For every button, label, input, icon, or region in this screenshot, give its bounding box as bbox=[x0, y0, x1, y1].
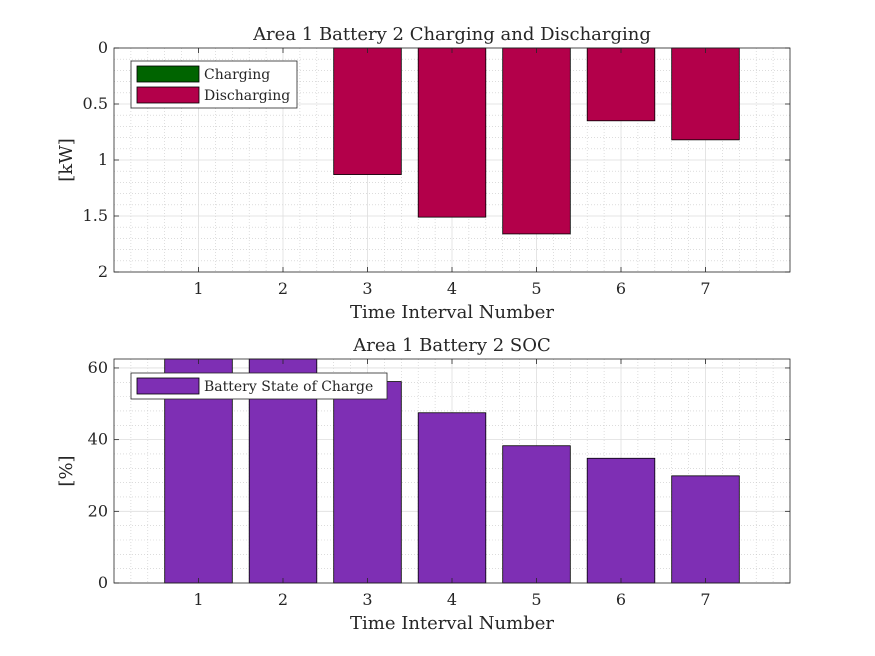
y-tick-label: 60 bbox=[88, 358, 108, 377]
legend-swatch bbox=[136, 65, 200, 83]
y-tick-label: 1 bbox=[98, 150, 108, 169]
x-tick-label: 7 bbox=[700, 279, 710, 298]
y-tick-label: 0 bbox=[98, 573, 108, 592]
x-tick-label: 6 bbox=[616, 590, 626, 609]
legend: Charging Discharging bbox=[130, 60, 298, 109]
x-tick-label: 4 bbox=[447, 279, 457, 298]
legend-label: Charging bbox=[204, 67, 270, 83]
y-axis-label: [%] bbox=[56, 455, 77, 486]
bar-discharging-4 bbox=[417, 47, 487, 218]
y-tick-label: 1.5 bbox=[83, 206, 108, 225]
bar-discharging-3 bbox=[333, 47, 402, 175]
y-axis-label: [kW] bbox=[56, 138, 77, 181]
legend: Battery State of Charge bbox=[130, 372, 388, 400]
x-tick-label: 1 bbox=[193, 279, 203, 298]
y-tick-label: 0 bbox=[98, 38, 108, 57]
y-tick-label: 40 bbox=[88, 430, 108, 449]
x-axis-label: Time Interval Number bbox=[350, 613, 554, 634]
bar-battery-state-of-charge-6 bbox=[586, 457, 656, 584]
legend-label: Discharging bbox=[204, 88, 290, 104]
y-tick-label: 2 bbox=[98, 262, 108, 281]
y-tick-label: 0.5 bbox=[83, 94, 108, 113]
x-axis-label: Time Interval Number bbox=[350, 302, 554, 323]
chart-2: 1 2 3 4 5 6 7 0 20 40 60 Area 1 Battery 2 SOC Time I… bbox=[56, 335, 791, 634]
x-tick-label: 5 bbox=[531, 279, 541, 298]
legend-swatch bbox=[136, 86, 200, 104]
x-tick-label: 2 bbox=[278, 279, 288, 298]
x-tick-label: 3 bbox=[362, 279, 372, 298]
bar-discharging-5 bbox=[502, 47, 571, 235]
chart-1: 1 2 3 4 5 6 7 0 0.5 1 1.5 2 Area 1 Battery 2 Chargin… bbox=[56, 24, 791, 323]
ticks bbox=[114, 359, 790, 584]
bar-discharging-7 bbox=[671, 47, 740, 141]
legend-label: Battery State of Charge bbox=[204, 379, 373, 395]
y-tick-label: 20 bbox=[88, 501, 108, 520]
chart-title: Area 1 Battery 2 SOC bbox=[352, 335, 551, 356]
x-tick-label: 2 bbox=[278, 590, 288, 609]
legend-swatch bbox=[136, 377, 200, 395]
bar-battery-state-of-charge-4 bbox=[417, 412, 487, 584]
bar-battery-state-of-charge-7 bbox=[671, 475, 740, 584]
x-tick-label: 6 bbox=[616, 279, 626, 298]
x-tick-label: 7 bbox=[700, 590, 710, 609]
x-tick-label: 5 bbox=[531, 590, 541, 609]
x-tick-label: 4 bbox=[447, 590, 457, 609]
x-tick-label: 1 bbox=[193, 590, 203, 609]
bar-battery-state-of-charge-5 bbox=[502, 445, 571, 584]
bar-discharging-6 bbox=[586, 47, 656, 122]
x-tick-label: 3 bbox=[362, 590, 372, 609]
chart-title: Area 1 Battery 2 Charging and Dischargin… bbox=[252, 24, 651, 45]
bar-battery-state-of-charge-3 bbox=[333, 381, 402, 584]
ticks bbox=[114, 47, 790, 273]
